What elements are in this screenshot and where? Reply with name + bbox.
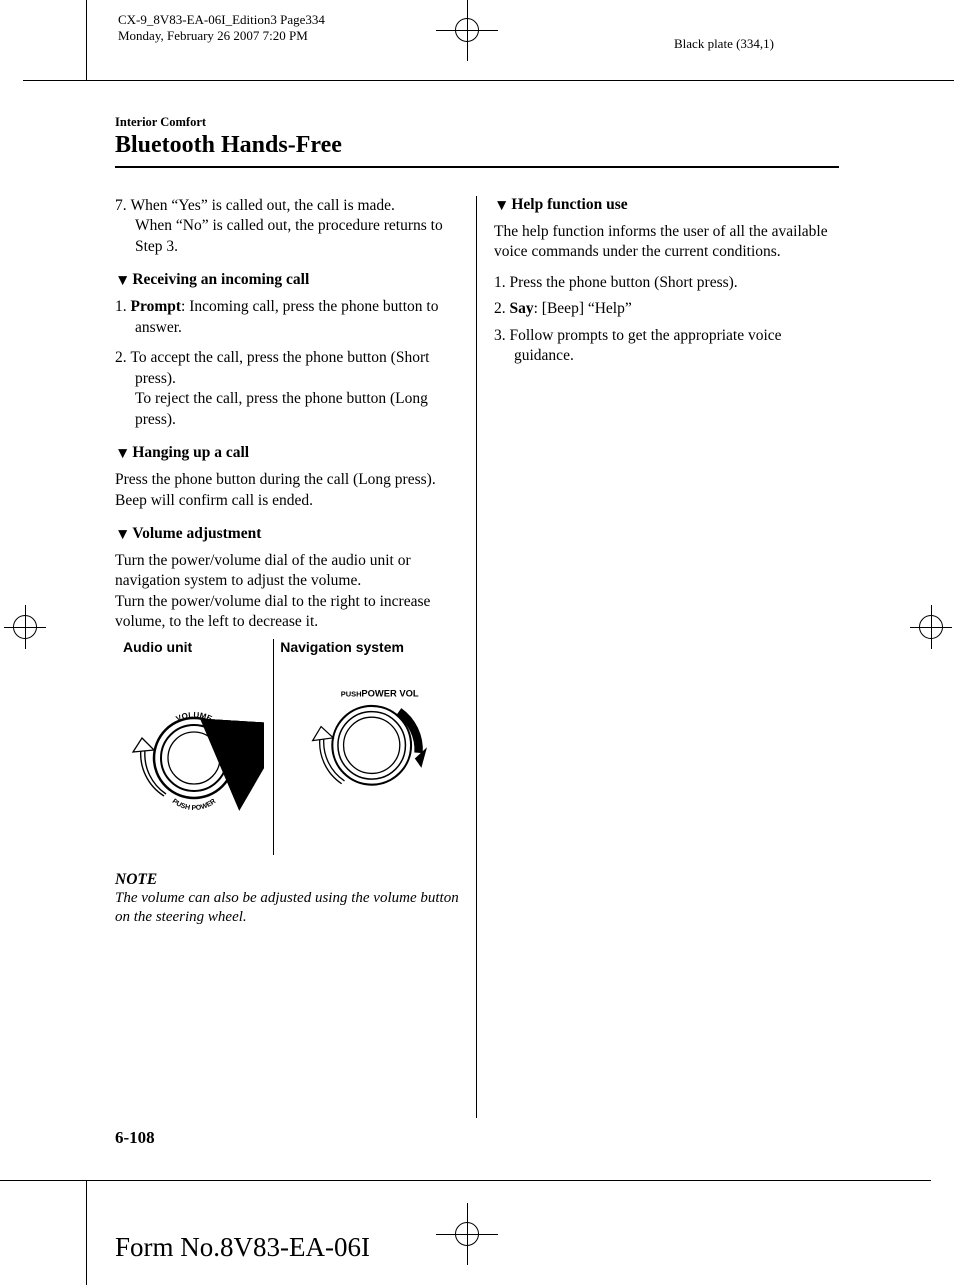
page-content: Interior Comfort Bluetooth Hands-Free 7.… <box>115 115 839 1130</box>
triangle-icon: ▼ <box>115 272 130 290</box>
dial2-power-vol: POWER VOL <box>361 688 418 698</box>
vol-b: Turn the power/volume dial to the right … <box>115 593 430 630</box>
subhead-help: ▼Help function use <box>494 196 839 214</box>
help-2: : [Beep] “Help” <box>534 300 632 317</box>
plate-label: Black plate (334,1) <box>674 36 774 52</box>
figure-label-nav: Navigation system <box>273 639 459 655</box>
registration-mark-right <box>919 615 943 639</box>
triangle-icon: ▼ <box>115 445 130 463</box>
registration-mark-left <box>13 615 37 639</box>
dial-audio-unit: VOLUME PUSH POWER <box>115 655 273 855</box>
subhead-hangup-text: Hanging up a call <box>132 444 249 461</box>
step-7: 7. When “Yes” is called out, the call is… <box>115 196 459 257</box>
receive-1-text: : Incoming call, press the phone button … <box>135 298 438 335</box>
help-step-2: 2. Say: [Beep] “Help” <box>494 299 839 319</box>
receive-step-2: 2. To accept the call, press the phone b… <box>115 348 459 430</box>
help-intro: The help function informs the user of al… <box>494 222 839 263</box>
right-column: ▼Help function use The help function inf… <box>477 196 839 1118</box>
dial2-push: PUSH <box>340 689 361 698</box>
svg-text:PUSH POWER: PUSH POWER <box>171 798 218 812</box>
doc-datetime: Monday, February 26 2007 7:20 PM <box>118 28 325 44</box>
registration-mark-bottom <box>455 1222 479 1246</box>
step-number: 3. <box>494 327 506 344</box>
figure-label-audio: Audio unit <box>115 639 273 655</box>
subhead-help-text: Help function use <box>511 196 627 213</box>
help-step-3: 3. Follow prompts to get the appropriate… <box>494 326 839 367</box>
help-3: Follow prompts to get the appropriate vo… <box>510 327 782 364</box>
subhead-receiving-text: Receiving an incoming call <box>132 271 309 288</box>
dial-bottom-label: PUSH POWER <box>171 798 218 812</box>
step-number: 1. <box>494 274 506 291</box>
doc-meta: CX-9_8V83-EA-06I_Edition3 Page334 Monday… <box>118 12 325 45</box>
section-title: Bluetooth Hands-Free <box>115 132 839 159</box>
step-number: 2. <box>115 349 127 366</box>
volume-figure: Audio unit Navigation system <box>115 639 459 855</box>
triangle-icon: ▼ <box>494 197 509 215</box>
help-step-1: 1. Press the phone button (Short press). <box>494 273 839 293</box>
title-rule <box>115 166 839 168</box>
help-1: Press the phone button (Short press). <box>510 274 738 291</box>
receive-step-1: 1. Prompt: Incoming call, press the phon… <box>115 297 459 338</box>
hangup-b: Beep will confirm call is ended. <box>115 492 313 509</box>
step-7-line2: When “No” is called out, the procedure r… <box>135 217 443 254</box>
section-supertitle: Interior Comfort <box>115 115 839 130</box>
crop-line-bottom <box>0 1180 931 1181</box>
note-body: The volume can also be adjusted using th… <box>115 889 459 927</box>
triangle-icon: ▼ <box>115 526 130 544</box>
step-7-line1: When “Yes” is called out, the call is ma… <box>131 197 395 214</box>
say-bold: Say <box>510 300 534 317</box>
hangup-a: Press the phone button during the call (… <box>115 471 436 488</box>
doc-id: CX-9_8V83-EA-06I_Edition3 Page334 <box>118 12 325 28</box>
volume-dial-icon: VOLUME PUSH POWER <box>124 680 264 830</box>
subhead-hangup: ▼Hanging up a call <box>115 444 459 462</box>
receive-2b: To reject the call, press the phone butt… <box>135 390 428 427</box>
note-heading: NOTE <box>115 871 459 889</box>
volume-para: Turn the power/volume dial of the audio … <box>115 551 459 633</box>
step-number: 1. <box>115 298 127 315</box>
crop-line-top <box>23 80 954 81</box>
nav-dial-icon: PUSH POWER VOL <box>292 675 442 825</box>
registration-mark-top <box>455 18 479 42</box>
receive-2a: To accept the call, press the phone butt… <box>131 349 430 386</box>
dial-navigation: PUSH POWER VOL <box>273 655 459 855</box>
vol-a: Turn the power/volume dial of the audio … <box>115 552 411 589</box>
left-column: 7. When “Yes” is called out, the call is… <box>115 196 477 1118</box>
hangup-para: Press the phone button during the call (… <box>115 470 459 511</box>
subhead-volume: ▼Volume adjustment <box>115 525 459 543</box>
prompt-bold: Prompt <box>131 298 182 315</box>
step-number: 2. <box>494 300 506 317</box>
subhead-receiving: ▼Receiving an incoming call <box>115 271 459 289</box>
page-number: 6-108 <box>115 1128 155 1148</box>
crop-tick-bottom-left <box>86 1180 87 1285</box>
subhead-volume-text: Volume adjustment <box>132 525 261 542</box>
form-number: Form No.8V83-EA-06I <box>115 1232 370 1263</box>
crop-tick-top-left <box>86 0 87 80</box>
step-number: 7. <box>115 197 127 214</box>
